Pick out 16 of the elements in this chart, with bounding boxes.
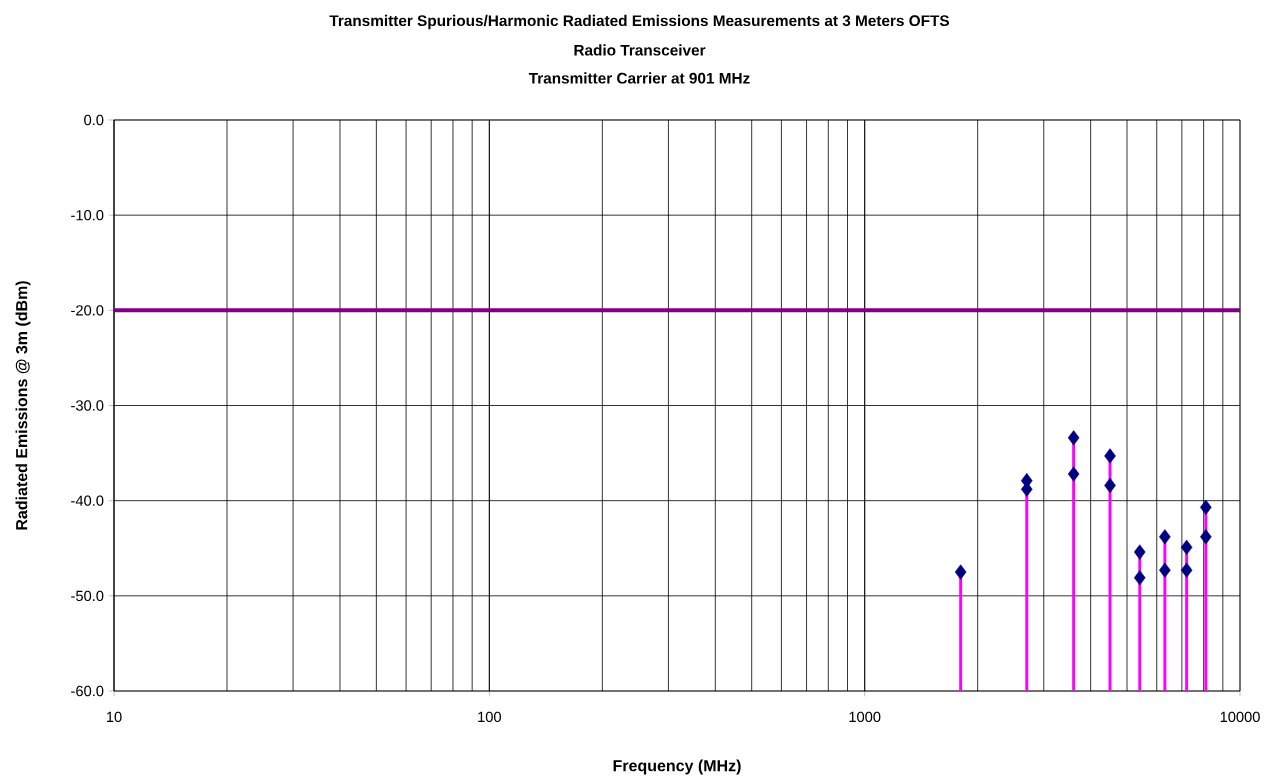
text: Transmitter Carrier at 901 MHz (528, 72, 750, 84)
y-tick-label: 0.0 (84, 114, 104, 126)
chart-subtitle: Radio Transceiver (574, 44, 706, 56)
y-tick-label: -30.0 (71, 400, 104, 411)
y-tick-label: -10.0 (71, 209, 104, 221)
y-tick-label: -20.0 (71, 305, 104, 316)
y-tick-label: -60.0 (71, 685, 104, 697)
x-tick-label: 10 (106, 711, 122, 723)
x-tick-label: 1000 (849, 711, 881, 723)
y-tick-label: -50.0 (71, 590, 104, 602)
y-tick-label: -40.0 (71, 495, 104, 506)
x-tick-label: 10000 (1220, 711, 1260, 723)
x-axis-title: Frequency (MHz) (613, 759, 741, 775)
x-tick-label: 100 (478, 711, 501, 723)
chart-title: Transmitter Spurious/Harmonic Radiated Emissions Measurements at 3 Meters OFTS (329, 14, 950, 30)
y-axis-title: Radiated Emissions @ 3m (dBm) (15, 281, 31, 530)
